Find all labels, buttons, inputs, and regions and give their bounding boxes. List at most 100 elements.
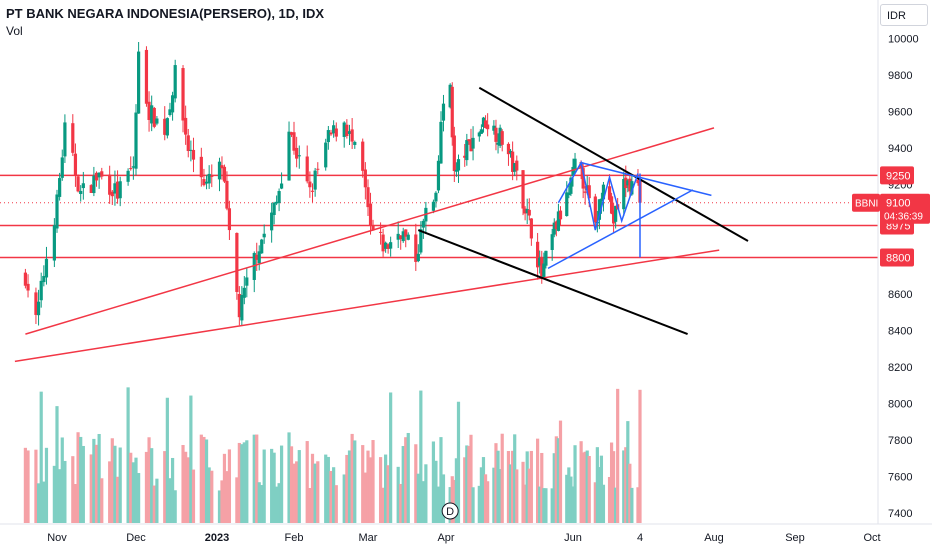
volume-bar: [636, 487, 640, 523]
candle-body: [79, 190, 83, 195]
volume-bar: [454, 458, 459, 523]
candle-body: [401, 231, 405, 242]
candle-body: [452, 135, 456, 171]
volume-bar: [441, 474, 446, 523]
candle-body: [554, 221, 558, 230]
candle-body: [131, 166, 135, 168]
candle-body: [467, 139, 471, 142]
candle-body: [144, 49, 149, 104]
candle-body: [368, 203, 373, 226]
candle-body: [71, 123, 75, 153]
candle-body: [511, 151, 515, 172]
candle-body: [477, 132, 481, 137]
volume-bar: [71, 456, 75, 523]
candle-body: [609, 196, 614, 214]
volume-bar: [361, 445, 365, 523]
y-tick-label: 7800: [888, 435, 912, 447]
volume-bar: [525, 451, 529, 523]
volume-bar: [538, 486, 542, 523]
candle-body: [540, 257, 544, 277]
y-tick-label: 8000: [888, 398, 912, 410]
volume-bar: [571, 486, 575, 523]
candle-body: [108, 174, 112, 195]
candle-body: [287, 131, 291, 181]
currency-selector[interactable]: IDR: [880, 4, 928, 26]
volume-bar: [597, 467, 601, 523]
candle-body: [270, 212, 274, 231]
volume-bar: [513, 434, 517, 523]
volume-bar: [587, 455, 591, 523]
volume-bar: [242, 442, 246, 523]
volume-bar: [334, 485, 338, 523]
volume-bar: [569, 476, 573, 523]
volume-bar: [165, 397, 169, 523]
candle-body: [431, 201, 436, 211]
candle-body: [277, 191, 281, 203]
candle-body: [245, 277, 249, 286]
candle-body: [292, 132, 296, 151]
volume-bar: [287, 432, 291, 523]
candle-body: [272, 202, 276, 215]
price-tag-value: 9100: [886, 198, 910, 210]
volume-bar: [601, 484, 606, 523]
volume-bar: [469, 434, 473, 523]
volume-bar: [421, 481, 425, 523]
y-tick-label: 9600: [888, 106, 912, 118]
candle-body: [406, 234, 410, 240]
candle-body: [523, 208, 527, 214]
price-tag: [880, 193, 930, 224]
candle-body: [552, 222, 556, 235]
volume-bar: [624, 447, 628, 523]
candle-body: [184, 117, 188, 135]
candle-body: [525, 209, 529, 214]
volume-bar: [401, 446, 405, 523]
candle-body: [207, 173, 211, 184]
candle-body: [498, 127, 502, 146]
volume-bar: [363, 472, 367, 523]
candle-body: [471, 137, 475, 149]
volume-bar: [73, 484, 78, 523]
candle-body: [448, 84, 452, 108]
volume-bar: [471, 487, 475, 523]
volume-bar: [558, 420, 563, 523]
candle-body: [483, 120, 488, 128]
volume-bar: [316, 461, 320, 523]
volume-bar: [456, 401, 461, 523]
candle-body: [92, 175, 96, 194]
volume-bar: [173, 490, 177, 523]
candle-body: [152, 107, 156, 127]
level-tag-8800: [880, 248, 914, 267]
candle-body: [384, 242, 388, 249]
candle-body: [279, 183, 284, 189]
candle-body: [496, 142, 500, 145]
candle-body: [163, 118, 167, 135]
candle-body: [76, 176, 80, 192]
candle-body: [583, 191, 587, 193]
level-tag-label: 9250: [886, 170, 910, 182]
candle-body: [612, 210, 616, 224]
candle-body: [217, 161, 222, 180]
candle-body: [97, 172, 101, 178]
volume-bar: [450, 476, 454, 523]
triangle-upper: [580, 161, 712, 197]
candle-body: [630, 181, 634, 195]
y-tick-label: 8600: [888, 289, 912, 301]
candle-body: [585, 185, 589, 191]
candle-body: [126, 170, 130, 182]
candle-body: [456, 159, 461, 171]
volume-bar: [310, 453, 315, 523]
candle-body: [587, 185, 591, 199]
rising-trendline-lower: [14, 249, 720, 363]
volume-bar: [350, 433, 354, 523]
volume-bar: [89, 454, 93, 523]
candle-body: [573, 158, 577, 170]
falling-channel-lower: [417, 229, 688, 336]
volume-bar: [500, 433, 504, 523]
volume-bar: [126, 387, 130, 523]
volume-bar: [452, 479, 456, 523]
volume-bar: [542, 488, 546, 523]
volume-bar: [628, 463, 632, 523]
x-tick-label: 4: [637, 532, 643, 544]
volume-bar: [155, 478, 159, 523]
